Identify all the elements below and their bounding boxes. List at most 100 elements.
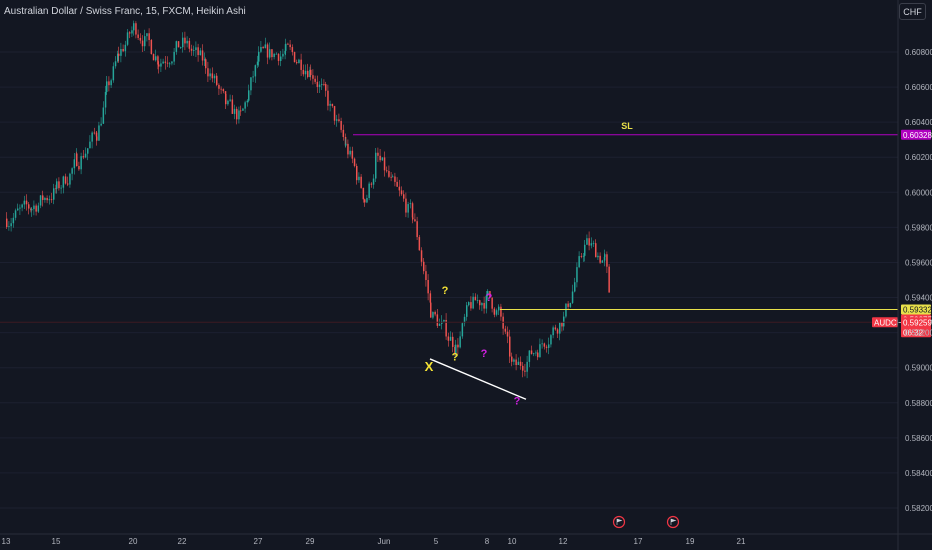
candle-body [479, 300, 481, 306]
event-marker-ring [612, 515, 626, 529]
candle-body [331, 103, 334, 107]
candle-body [345, 143, 347, 146]
candle-body [543, 343, 546, 347]
candle-body [69, 173, 71, 185]
candle-body [522, 365, 524, 371]
wave-annotation: ? [514, 396, 521, 408]
candle-body [513, 359, 515, 362]
candle-body [321, 84, 323, 85]
candle-body [336, 119, 338, 121]
candle-body [590, 243, 593, 246]
horizontal-lines-layer: SL0.603280.593320.59275AUDCHF0.5925906:3… [0, 121, 932, 338]
flag-glyph [670, 518, 677, 525]
candle-body [454, 346, 456, 354]
price-tick-label: 0.60600 [905, 83, 932, 92]
time-tick-label: 8 [485, 537, 490, 546]
candle-body [604, 254, 606, 258]
candle-body [329, 103, 331, 106]
candle-body [169, 63, 171, 65]
candle-body [50, 199, 53, 201]
candle-body [524, 370, 526, 372]
candle-body [466, 305, 468, 317]
candle-body [162, 61, 164, 64]
candle-body [84, 153, 87, 158]
candle-body [412, 217, 414, 220]
candle-body [296, 62, 298, 64]
candle-body [141, 40, 144, 47]
candle-body [205, 59, 207, 69]
flag-icon[interactable] [666, 515, 680, 529]
candle-body [353, 158, 356, 166]
candle-body [535, 352, 537, 354]
candle-body [264, 44, 267, 49]
candle-body [80, 156, 82, 170]
candle-body [238, 110, 240, 120]
candle-body [175, 41, 178, 52]
candle-body [197, 47, 199, 56]
candle-body [137, 34, 139, 38]
candles-layer [6, 20, 610, 379]
countdown-label: 06:32 [903, 328, 924, 337]
candle-body [470, 302, 472, 309]
flag-icon[interactable] [612, 515, 626, 529]
price-tick-label: 0.60800 [905, 48, 932, 57]
candle-body [28, 204, 30, 209]
candle-body [461, 323, 464, 337]
candle-body [114, 61, 117, 67]
price-tick-label: 0.60000 [905, 188, 932, 197]
candle-body [31, 209, 33, 211]
candle-body [578, 256, 580, 268]
candle-body [545, 346, 548, 348]
candle-body [89, 141, 91, 149]
candle-body [289, 44, 291, 48]
candle-body [291, 47, 294, 53]
candle-body [552, 327, 554, 336]
candle-body [284, 50, 286, 54]
candle-body [316, 81, 319, 87]
candle-body [298, 59, 300, 64]
candle-body [606, 254, 608, 267]
candle-body [193, 50, 195, 51]
time-tick-label: 19 [686, 537, 695, 546]
candle-body [411, 203, 414, 218]
candle-body [561, 322, 563, 327]
candle-body [98, 125, 100, 141]
candle-body [195, 47, 197, 51]
currency-button[interactable]: CHF [899, 3, 926, 20]
candle-body [362, 187, 365, 200]
candle-body [601, 260, 604, 263]
candle-body [19, 207, 21, 209]
wave-annotation: ? [442, 285, 449, 297]
candle-body [312, 75, 314, 79]
candle-body [282, 53, 284, 57]
trendline [429, 358, 527, 400]
candle-body [93, 132, 96, 134]
time-tick-label: Jun [378, 537, 391, 546]
candle-body [457, 344, 459, 348]
candle-body [118, 53, 120, 56]
candle-body [58, 181, 60, 189]
candle-body [569, 302, 572, 307]
candle-body [481, 302, 483, 306]
candle-body [12, 217, 15, 224]
candle-body [120, 48, 122, 56]
candle-body [231, 99, 234, 114]
candle-body [420, 250, 423, 262]
candle-body [515, 359, 517, 366]
candle-body [190, 48, 193, 51]
candle-body [48, 199, 51, 201]
candle-body [595, 243, 597, 258]
annotations-layer: X????? [425, 285, 521, 407]
candle-body [368, 183, 370, 198]
event-marker-ring [666, 515, 680, 529]
candle-body [60, 187, 62, 189]
candle-body [325, 84, 327, 91]
candle-body [177, 41, 180, 48]
candle-body [275, 53, 278, 55]
candle-body [443, 320, 445, 322]
candle-body [358, 176, 360, 181]
candle-body [171, 61, 173, 64]
candle-body [383, 157, 386, 171]
candle-body [396, 181, 398, 187]
